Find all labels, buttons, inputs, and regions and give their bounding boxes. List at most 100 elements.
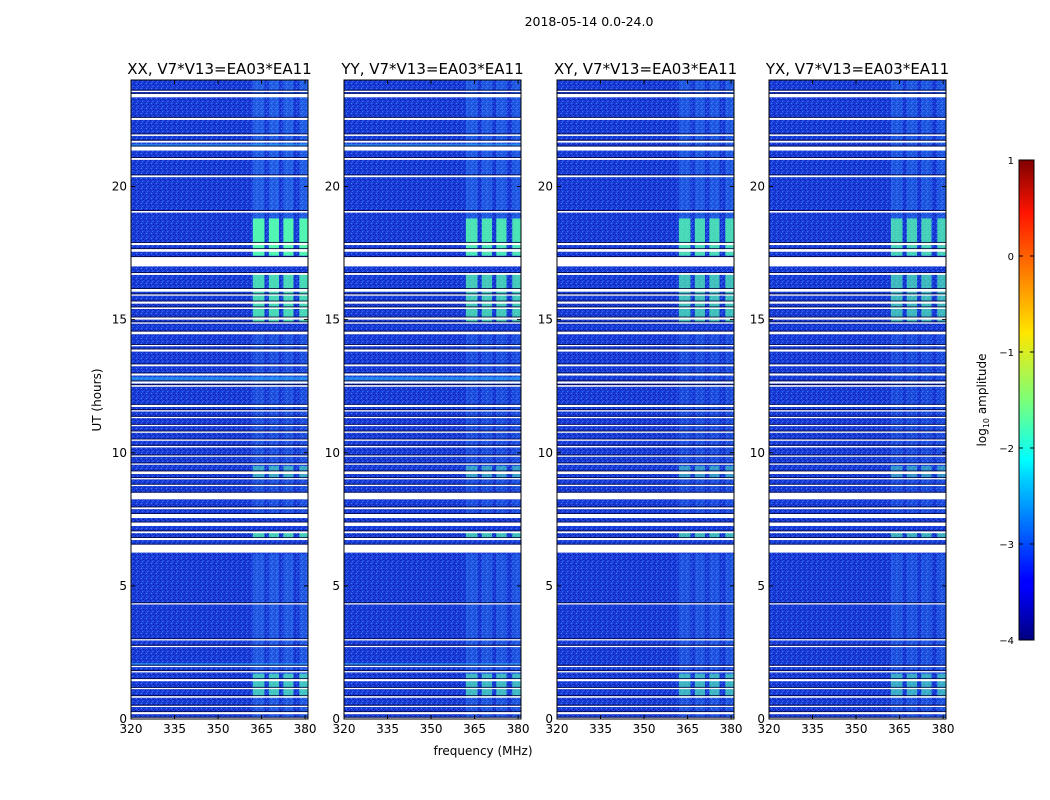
flagged-row: [344, 445, 521, 448]
flag-edge: [557, 670, 734, 672]
x-tick-label: 380: [294, 722, 317, 736]
rfi-band-faint: [921, 332, 932, 514]
flag-edge: [344, 321, 521, 323]
flag-edge: [557, 477, 734, 479]
flagged-row: [344, 416, 521, 419]
rfi-band-faint: [496, 553, 507, 719]
flag-edge: [557, 321, 734, 323]
flagged-row: [131, 431, 308, 433]
flag-edge: [344, 695, 521, 697]
flag-edge: [131, 462, 308, 464]
colorbar-tick-label: −3: [999, 540, 1014, 551]
flag-edge: [131, 477, 308, 479]
flagged-row: [769, 117, 946, 120]
broadband-rfi: [344, 376, 521, 381]
flagged-row: [557, 665, 734, 668]
rfi-band-faint: [268, 553, 279, 719]
rfi-band-bright: [709, 274, 720, 323]
flag-edge: [131, 92, 308, 94]
flagged-row: [344, 639, 521, 641]
flagged-row: [131, 404, 308, 407]
rfi-band-faint: [709, 553, 720, 719]
flagged-row: [557, 696, 734, 698]
rfi-band-faint: [678, 332, 691, 514]
flagged-row: [131, 257, 308, 267]
flagged-row: [344, 696, 521, 698]
flag-edge: [344, 512, 521, 514]
flag-edge: [557, 288, 734, 290]
colorbar-gradient: [1018, 159, 1035, 641]
flag-edge: [769, 256, 946, 258]
rfi-band-bright: [709, 532, 720, 540]
flag-edge: [344, 438, 521, 440]
flag-edge: [557, 664, 734, 666]
flagged-row: [344, 645, 521, 648]
flag-edge: [769, 470, 946, 472]
flag-edge: [769, 638, 946, 640]
flag-edge: [344, 530, 521, 532]
flagged-row: [557, 242, 734, 246]
flagged-row: [344, 687, 521, 690]
rfi-band-faint: [465, 553, 478, 719]
flagged-row: [344, 117, 521, 120]
y-tick-label: 0: [332, 712, 340, 726]
rfi-band-bright: [465, 274, 478, 323]
y-tick-label: 10: [325, 446, 340, 460]
flag-edge: [344, 543, 521, 545]
flag-edge: [131, 248, 308, 250]
flagged-row: [344, 301, 521, 304]
flag-edge: [131, 670, 308, 672]
flagged-row: [557, 307, 734, 309]
rfi-band-bright: [921, 274, 932, 323]
flagged-row: [769, 331, 946, 335]
flagged-row: [557, 317, 734, 320]
flag-edge: [557, 409, 734, 411]
flagged-row: [557, 705, 734, 708]
flag-edge: [769, 145, 946, 147]
flagged-row: [769, 289, 946, 292]
flagged-row: [344, 603, 521, 605]
flag-edge: [131, 638, 308, 640]
rfi-band-bright: [890, 673, 903, 698]
rfi-band-bright: [937, 218, 946, 256]
flagged-row: [131, 307, 308, 309]
flag-edge: [344, 316, 521, 318]
flagged-row: [557, 645, 734, 648]
flag-edge: [131, 536, 308, 538]
flag-edge: [344, 139, 521, 141]
panel-yy: YY, V7*V13=EA03*EA11 320 335 350 365 380 0 5 10 1…: [325, 60, 530, 736]
flag-edge: [557, 430, 734, 432]
flag-edge: [131, 145, 308, 147]
flag-edge: [769, 343, 946, 345]
rfi-band-faint: [512, 553, 521, 719]
flagged-row: [344, 712, 521, 715]
rfi-band-bright: [725, 532, 734, 540]
rfi-band-bright: [283, 673, 294, 698]
flagged-row: [131, 679, 308, 682]
flag-edge: [131, 403, 308, 405]
flagged-row: [344, 373, 521, 376]
flagged-row: [769, 307, 946, 309]
flagged-row: [557, 537, 734, 541]
rfi-band-faint: [496, 332, 507, 514]
flagged-row: [557, 349, 734, 352]
rfi-band-bright: [709, 673, 720, 698]
flagged-row: [769, 301, 946, 304]
flag-edge: [131, 409, 308, 411]
flagged-row: [557, 712, 734, 715]
flagged-row: [769, 522, 946, 526]
flagged-row: [769, 679, 946, 682]
y-tick-label: 15: [325, 313, 340, 327]
y-tick-label: 5: [119, 579, 127, 593]
flag-edge: [131, 543, 308, 545]
flag-edge: [769, 521, 946, 523]
flag-edge: [769, 454, 946, 456]
flagged-row: [131, 671, 308, 673]
flagged-row: [557, 117, 734, 120]
flagged-row: [769, 344, 946, 347]
rfi-band-bright: [906, 532, 917, 540]
flag-edge: [769, 536, 946, 538]
flag-edge: [131, 348, 308, 350]
flag-edge: [131, 321, 308, 323]
flagged-row: [769, 705, 946, 708]
